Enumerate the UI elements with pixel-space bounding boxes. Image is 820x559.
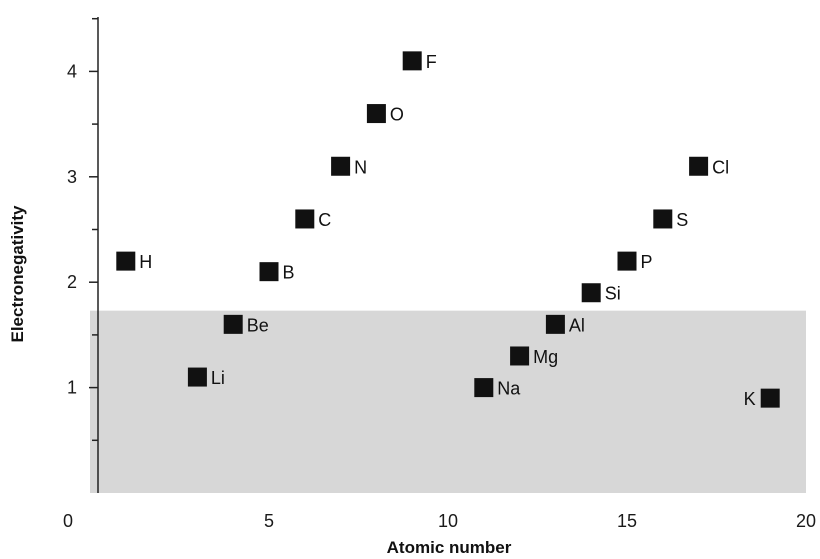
x-tick-label: 20 bbox=[796, 511, 816, 531]
data-point-marker bbox=[331, 156, 351, 176]
data-point-label: Li bbox=[211, 368, 225, 388]
data-point-label: F bbox=[426, 52, 437, 72]
data-point-marker bbox=[366, 104, 386, 124]
shaded-region bbox=[90, 310, 806, 493]
data-point-marker bbox=[187, 367, 207, 387]
y-axis-title: Electronegativity bbox=[8, 205, 27, 343]
data-points: H Li Be B C N O F Na Mg Al Si P S Cl K bbox=[116, 51, 780, 409]
x-tick-label: 10 bbox=[438, 511, 458, 531]
data-point-label: Mg bbox=[533, 347, 558, 367]
data-point-label: Si bbox=[605, 284, 621, 304]
x-tick-labels: 0 5 10 15 20 bbox=[63, 511, 816, 531]
data-point-marker bbox=[116, 251, 136, 271]
data-point-label: Cl bbox=[712, 157, 729, 177]
data-point-label: H bbox=[139, 252, 152, 272]
data-point-marker bbox=[402, 51, 422, 71]
data-point-label: P bbox=[641, 252, 653, 272]
data-point-label: N bbox=[354, 157, 367, 177]
data-point-marker bbox=[295, 209, 315, 229]
data-point-marker bbox=[474, 378, 494, 398]
data-point-marker bbox=[689, 156, 709, 176]
data-point-marker bbox=[617, 251, 637, 271]
data-point-label: K bbox=[744, 389, 756, 409]
x-tick-label: 15 bbox=[617, 511, 637, 531]
y-tick-label: 4 bbox=[67, 61, 77, 81]
data-point-marker bbox=[653, 209, 673, 229]
data-point-label: Na bbox=[497, 379, 521, 399]
data-point-label: B bbox=[283, 263, 295, 283]
data-point-label: C bbox=[318, 210, 331, 230]
data-point-label: S bbox=[676, 210, 688, 230]
data-point-label: Be bbox=[247, 315, 269, 335]
data-point-marker bbox=[223, 314, 243, 334]
x-axis-title: Atomic number bbox=[387, 538, 512, 557]
y-tick-label: 3 bbox=[67, 167, 77, 187]
x-tick-label: 0 bbox=[63, 511, 73, 531]
data-point-marker bbox=[259, 262, 279, 282]
x-tick-label: 5 bbox=[264, 511, 274, 531]
data-point-marker bbox=[581, 283, 601, 303]
data-point-marker bbox=[760, 388, 780, 408]
y-ticks: 1 2 3 4 bbox=[67, 17, 98, 442]
data-point-marker bbox=[545, 314, 565, 334]
data-point-marker bbox=[510, 346, 530, 366]
y-tick-label: 1 bbox=[67, 378, 77, 398]
data-point-label: O bbox=[390, 105, 404, 125]
data-point-label: Al bbox=[569, 315, 585, 335]
y-tick-label: 2 bbox=[67, 272, 77, 292]
